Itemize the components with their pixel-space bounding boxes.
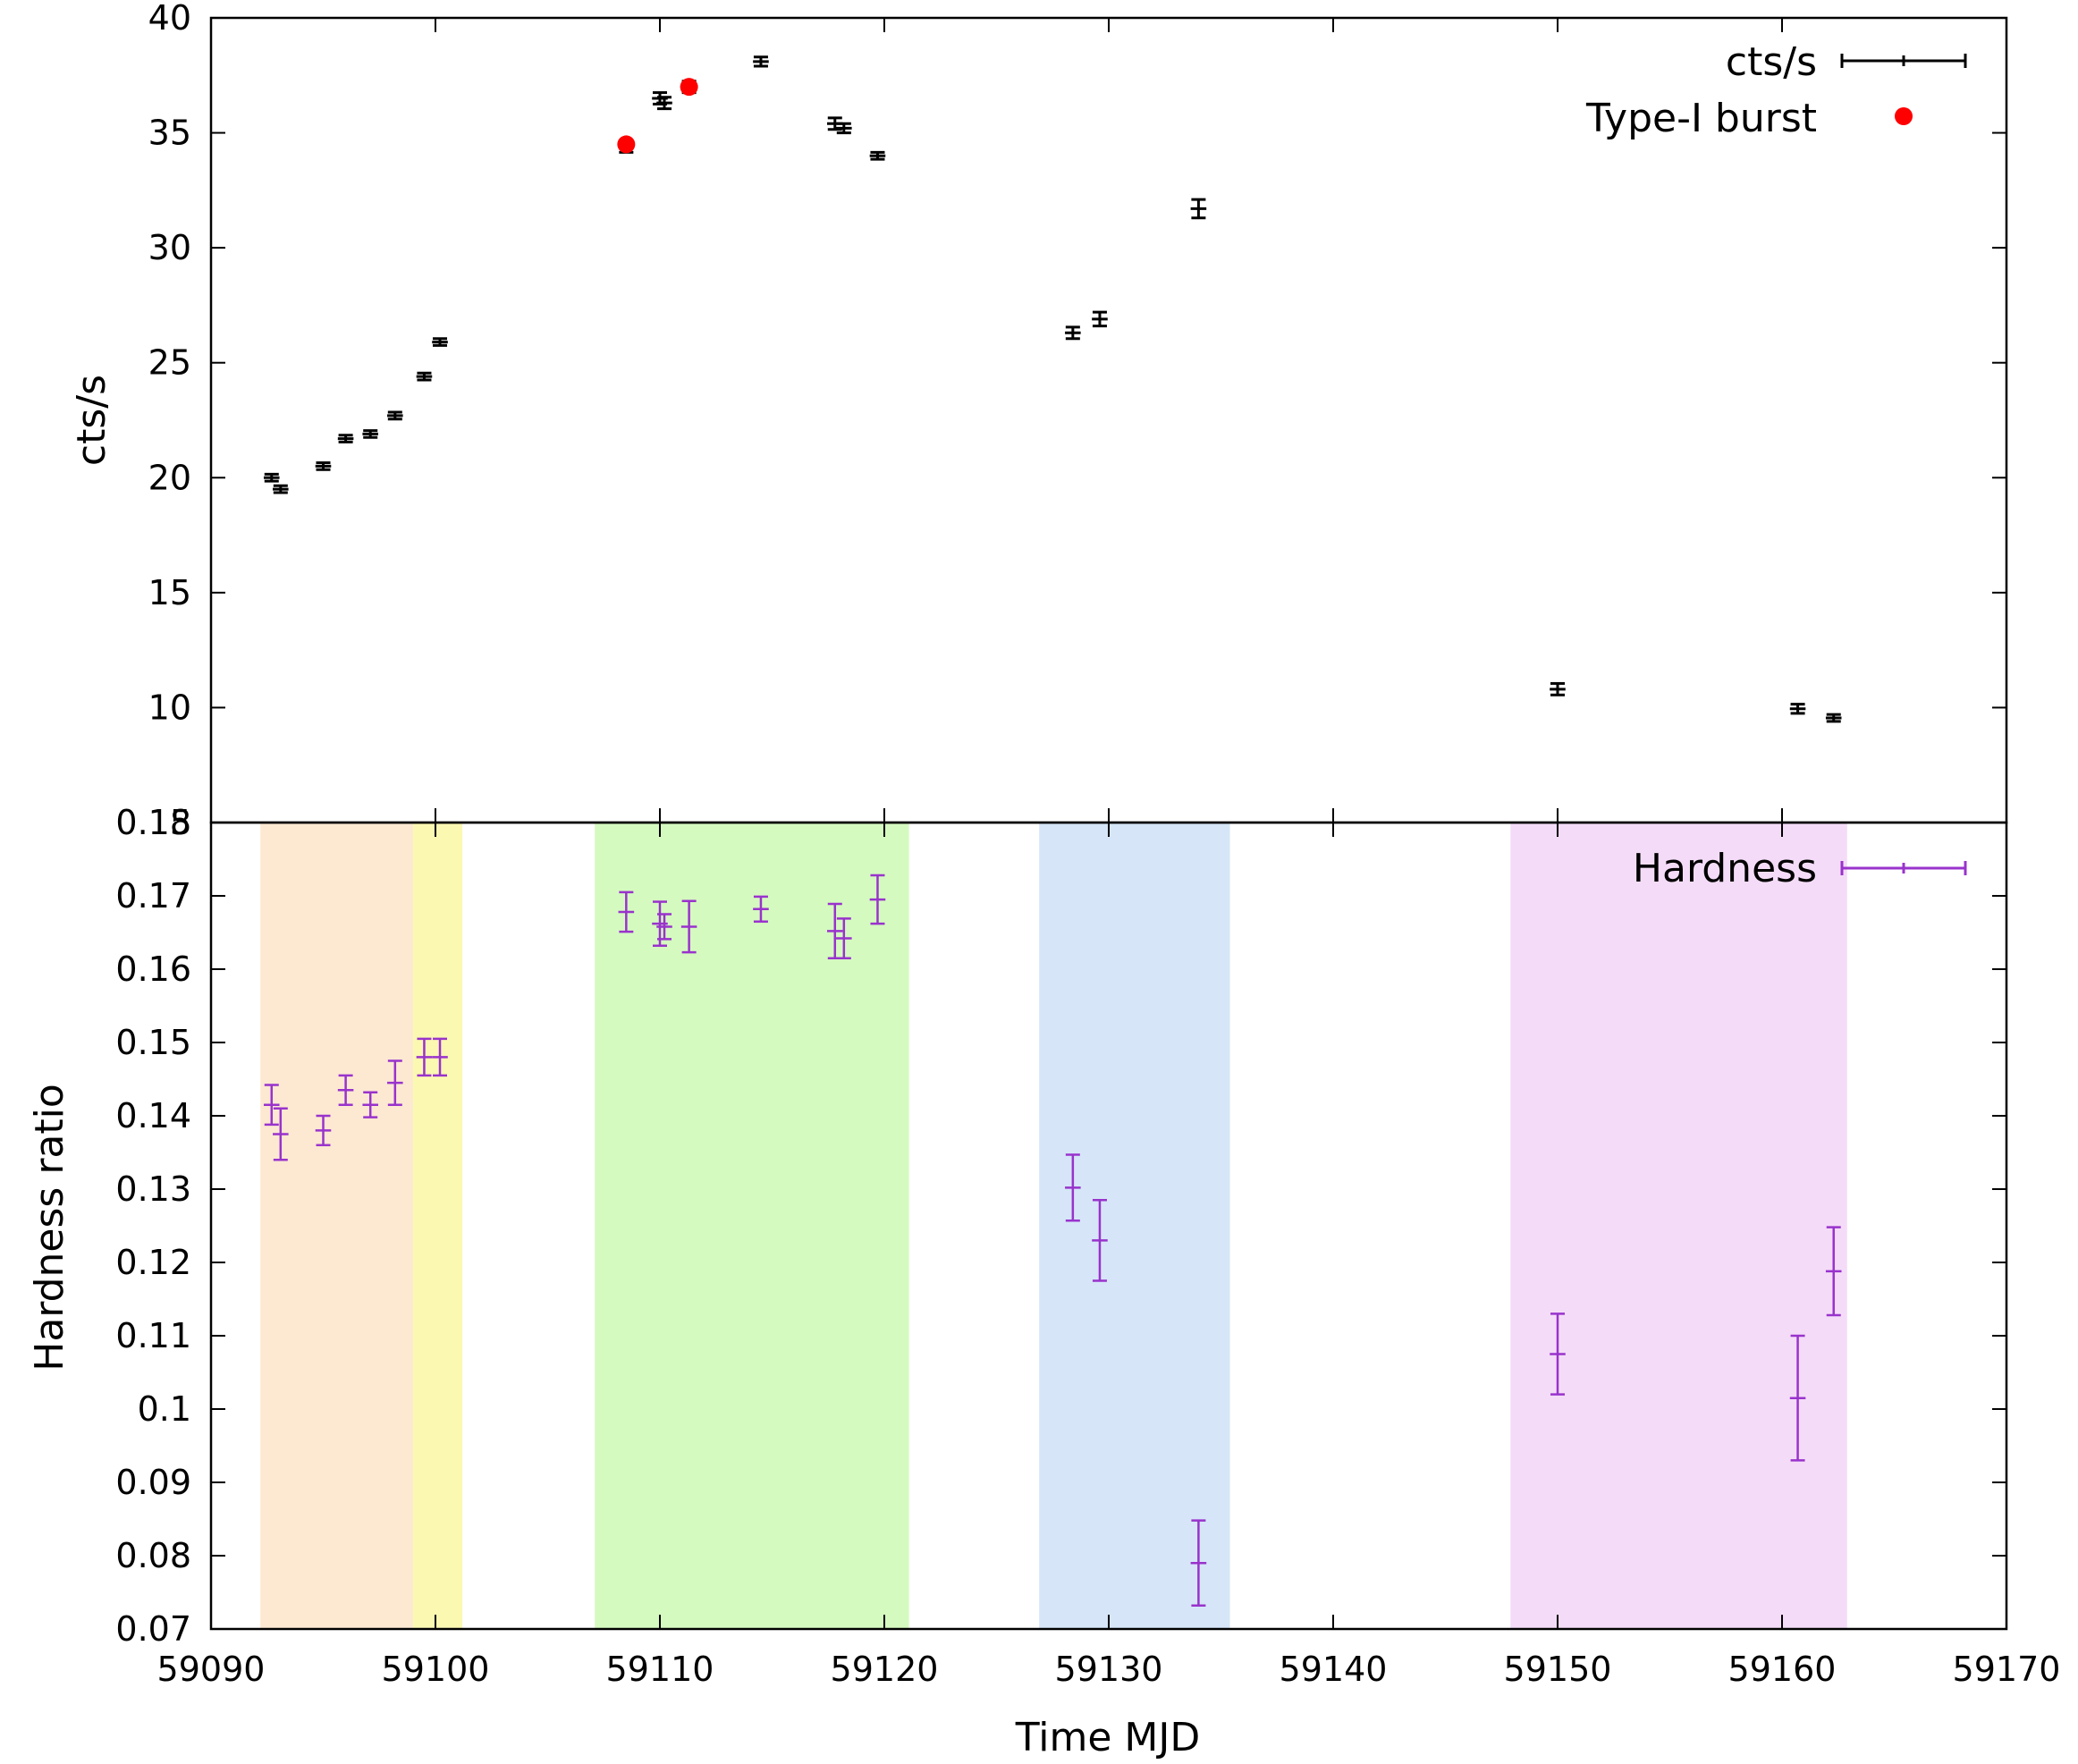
bottom-ytick-label-2: 0.09 [115,1463,191,1502]
cts-point-14 [836,122,852,135]
legend-label-burst: Type-I burst [1585,96,1817,141]
shaded-region-3 [1039,823,1230,1629]
legend-sample-hardness [1840,861,1967,875]
hardness-point-15 [869,874,886,925]
xtick-label-3: 59120 [831,1650,939,1689]
top-ytick-label-4: 25 [148,343,191,383]
cts-point-10 [656,96,672,111]
cts-point-16 [1065,325,1081,341]
cts-point-2 [315,461,332,471]
cts-point-20 [1789,703,1806,715]
legend-label-cts: cts/s [1726,39,1817,85]
bottom-ytick-label-8: 0.15 [115,1023,191,1062]
hardness-point-8 [618,890,635,933]
top-ytick-label-3: 20 [148,458,191,497]
hardness-point-16 [1065,1153,1081,1222]
hardness-point-20 [1789,1334,1806,1462]
hardness-point-19 [1550,1312,1566,1396]
legend-sample-burst [1895,107,1913,125]
hardness-point-10 [656,913,672,941]
xtick-label-6: 59150 [1504,1650,1612,1689]
cts-point-6 [416,371,433,382]
top-ytick-label-5: 30 [148,228,191,267]
cts-point-12 [753,55,769,68]
burst-point-0 [617,135,636,154]
cts-point-17 [1092,310,1108,328]
hardness-point-1 [273,1107,289,1161]
xtick-label-1: 59100 [382,1650,490,1689]
hardness-point-2 [315,1114,332,1147]
bottom-ytick-label-11: 0.18 [115,803,191,842]
hardness-point-18 [1190,1519,1207,1608]
cts-point-21 [1825,713,1842,723]
legend-sample-cts [1840,54,1967,68]
top-ytick-label-7: 40 [148,0,191,38]
hardness-point-12 [753,895,769,923]
hardness-point-11 [680,899,697,954]
cts-point-15 [869,150,886,161]
hardness-point-7 [432,1037,448,1077]
hardness-point-0 [263,1084,280,1127]
bottom-panel-frame [209,821,2008,1631]
hardness-point-14 [836,917,852,959]
top-legend: cts/s Type-I burst [1585,39,1967,141]
top-ytick-label-1: 10 [148,688,191,727]
panel-frames [209,16,2008,1631]
cts-point-1 [273,484,289,494]
cts-point-7 [432,337,448,347]
shaded-region-1 [412,823,463,1629]
bottom-legend: Hardness [1633,846,1967,891]
cts-point-18 [1190,198,1207,220]
cts-point-5 [387,410,403,421]
shaded-region-0 [260,823,413,1629]
xtick-label-5: 59140 [1280,1650,1388,1689]
hardness-point-6 [416,1037,433,1077]
legend-label-hardness: Hardness [1633,846,1817,891]
xtick-label-8: 59170 [1953,1650,2061,1689]
bottom-ytick-label-6: 0.13 [115,1169,191,1209]
hardness-point-17 [1092,1199,1108,1282]
bottom-ytick-label-10: 0.17 [115,876,191,916]
bottom-xlabel: Time MJD [1015,1715,1201,1760]
bottom-panel-data [263,874,1842,1608]
bottom-ytick-label-0: 0.07 [115,1609,191,1649]
hardness-point-4 [362,1091,378,1118]
hardness-point-21 [1825,1226,1842,1317]
bottom-ytick-label-9: 0.16 [115,950,191,989]
tick-labels: 5 10 15 20 25 30 35 40 0.07 0.08 0.09 0.1 0.11 0.12 0.… [115,0,2060,1689]
bottom-ytick-label-5: 0.12 [115,1243,191,1282]
top-ylabel: cts/s [69,375,114,466]
top-ytick-label-0: 5 [170,803,191,842]
top-ytick-label-6: 35 [148,114,191,153]
bottom-shaded-regions [260,823,1847,1629]
top-panel-data [263,55,1842,723]
burst-point-1 [680,78,698,97]
hardness-point-5 [387,1059,403,1106]
bottom-ytick-label-4: 0.11 [115,1316,191,1355]
cts-point-4 [362,429,378,439]
xtick-label-4: 59130 [1055,1650,1163,1689]
bottom-ytick-label-1: 0.08 [115,1536,191,1575]
top-ytick-label-2: 15 [148,573,191,612]
shaded-region-2 [595,823,909,1629]
hardness-point-3 [337,1074,354,1106]
shaded-region-4 [1510,823,1847,1629]
xtick-label-2: 59110 [606,1650,714,1689]
bottom-ylabel: Hardness ratio [27,1084,72,1372]
legend-burst-dot [1895,107,1913,125]
xtick-label-0: 59090 [157,1650,266,1689]
bottom-ytick-label-7: 0.14 [115,1096,191,1135]
bottom-ytick-label-3: 0.1 [138,1389,191,1429]
xtick-label-7: 59160 [1728,1650,1837,1689]
cts-point-3 [337,434,354,443]
cts-point-19 [1550,681,1566,696]
cts-point-0 [263,472,280,483]
